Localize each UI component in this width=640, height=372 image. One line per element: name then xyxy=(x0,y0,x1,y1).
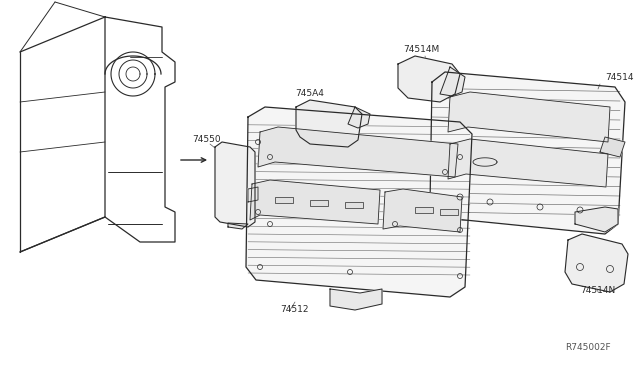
Text: 74550: 74550 xyxy=(192,135,221,144)
Bar xyxy=(345,202,363,208)
Text: 74514: 74514 xyxy=(605,73,634,82)
Bar xyxy=(415,207,433,213)
Polygon shape xyxy=(430,72,625,234)
Text: R745002F: R745002F xyxy=(565,343,611,352)
Polygon shape xyxy=(565,234,628,292)
Polygon shape xyxy=(228,223,248,229)
Polygon shape xyxy=(383,189,462,232)
Polygon shape xyxy=(600,137,625,157)
Polygon shape xyxy=(250,180,380,224)
Polygon shape xyxy=(246,107,472,297)
Text: 74512: 74512 xyxy=(280,305,308,314)
Text: 745A4: 745A4 xyxy=(295,89,324,98)
Bar xyxy=(310,200,328,206)
Polygon shape xyxy=(398,56,460,102)
Polygon shape xyxy=(330,289,382,310)
Polygon shape xyxy=(296,100,362,147)
Bar xyxy=(275,197,293,203)
Text: 74514N: 74514N xyxy=(580,286,615,295)
Polygon shape xyxy=(258,127,458,177)
Polygon shape xyxy=(105,17,175,242)
Bar xyxy=(440,209,458,215)
Polygon shape xyxy=(440,67,465,96)
Polygon shape xyxy=(448,92,610,142)
Text: 74514M: 74514M xyxy=(403,45,439,54)
Polygon shape xyxy=(215,142,255,227)
Polygon shape xyxy=(348,107,370,128)
Polygon shape xyxy=(248,187,258,202)
Polygon shape xyxy=(575,207,618,232)
Polygon shape xyxy=(448,139,608,187)
